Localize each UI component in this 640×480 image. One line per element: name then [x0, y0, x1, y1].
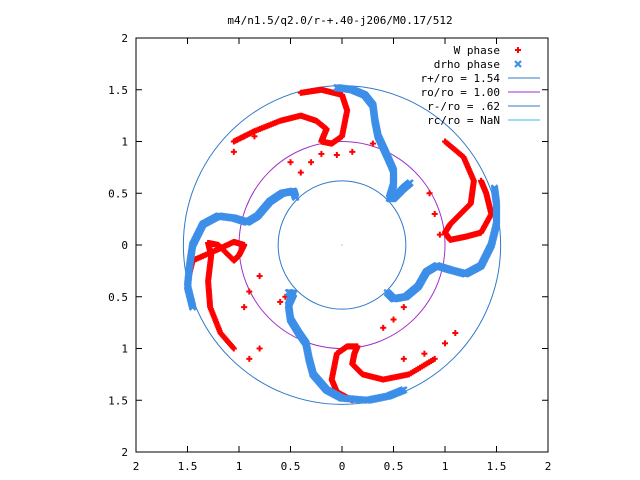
w-phase-point: [318, 150, 325, 157]
w-phase-point: [251, 133, 258, 140]
w-phase-point: [380, 324, 387, 331]
legend-label: r-/ro = .62: [427, 100, 500, 113]
x-tick-label: 2: [133, 460, 140, 473]
y-tick-label: 0: [121, 239, 128, 252]
x-tick-label: 0: [339, 460, 346, 473]
x-tick-label: 1.5: [487, 460, 507, 473]
w-phase-point: [436, 231, 443, 238]
w-phase-point: [297, 169, 304, 176]
drho-phase-point: [284, 288, 293, 297]
y-tick-label: 0.5: [108, 291, 128, 304]
x-tick-label: 2: [545, 460, 552, 473]
w-phase-point: [297, 89, 304, 96]
rc-center-dot: [341, 244, 343, 246]
w-phase-point: [369, 140, 376, 147]
legend-marker: [515, 47, 521, 53]
y-tick-label: 1: [121, 136, 128, 149]
w-phase-point: [349, 148, 356, 155]
circle-0.62: [277, 180, 407, 310]
phase-points: [183, 83, 501, 405]
x-tick-label: 1.5: [178, 460, 198, 473]
y-tick-label: 2: [121, 446, 128, 459]
y-tick-label: 1.5: [108, 84, 128, 97]
w-phase-point: [478, 177, 485, 184]
w-phase-point: [333, 151, 340, 158]
legend-label: rc/ro = NaN: [427, 114, 500, 127]
drho-phase-point: [406, 179, 414, 187]
drho-phase-point: [383, 288, 392, 297]
x-tick-label: 0.5: [384, 460, 404, 473]
w-phase-point: [431, 210, 438, 217]
w-phase-point: [426, 190, 433, 197]
legend-label: W phase: [454, 44, 500, 57]
w-phase-point: [277, 298, 284, 305]
chart-title: m4/n1.5/q2.0/r-+.40-j206/M0.17/512: [227, 14, 452, 27]
y-tick-label: 1.5: [108, 394, 128, 407]
w-phase-point: [256, 273, 263, 280]
w-phase-point: [452, 329, 459, 336]
w-phase-point: [308, 159, 315, 166]
w-phase-point: [246, 355, 253, 362]
w-phase-point: [442, 340, 448, 347]
w-phase-point: [287, 159, 294, 166]
y-tick-label: 0.5: [108, 187, 128, 200]
legend-marker: [514, 60, 522, 68]
legend-label: drho phase: [434, 58, 500, 71]
legend-label: r+/ro = 1.54: [421, 72, 501, 85]
w-phase-point: [390, 316, 397, 323]
x-tick-label: 0.5: [281, 460, 301, 473]
w-phase-point: [246, 288, 253, 295]
y-tick-label: 1: [121, 343, 128, 356]
legend-label: ro/ro = 1.00: [421, 86, 500, 99]
drho-phase-point: [291, 193, 300, 202]
w-phase-point: [400, 355, 407, 362]
w-phase-point: [241, 133, 248, 140]
w-phase-point: [256, 345, 263, 352]
x-tick-label: 1: [442, 460, 449, 473]
w-phase-point: [230, 148, 237, 155]
w-phase-point: [400, 304, 407, 311]
w-phase-point: [241, 304, 248, 311]
axis-ticks: 2 1.5 1 0.5 0 0.5 1 1.5 221.510.500.511.52: [108, 32, 551, 473]
y-tick-label: 2: [121, 32, 128, 45]
w-phase-point: [421, 350, 428, 357]
x-tick-label: 1: [236, 460, 243, 473]
